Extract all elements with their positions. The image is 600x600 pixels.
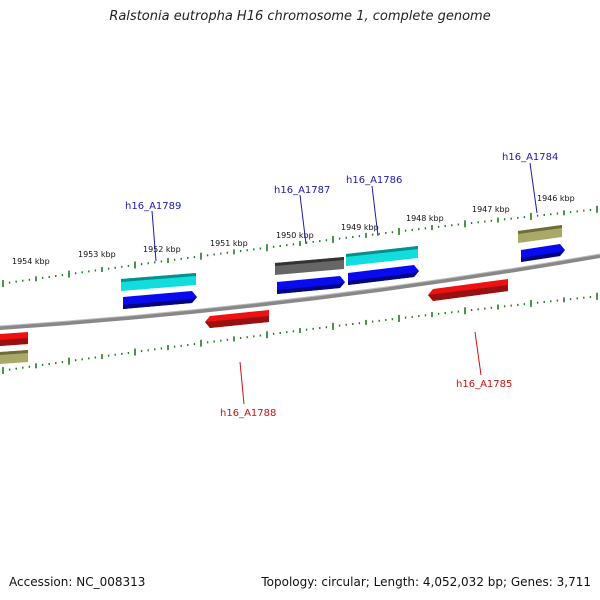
gene-feature-olive-left-edge[interactable] <box>0 350 28 364</box>
kbp-label: 1952 kbp <box>143 245 181 254</box>
gene-label-h16-a1789[interactable]: h16_A1789 <box>125 201 181 212</box>
kbp-label: 1950 kbp <box>276 231 314 240</box>
callout-line <box>299 194 307 245</box>
gene-label-h16-a1787[interactable]: h16_A1787 <box>274 185 330 196</box>
gene-feature-red-a1785[interactable] <box>428 279 508 301</box>
callout-line <box>371 185 379 237</box>
callout-line <box>151 210 157 262</box>
gene-feature-blue-a1789[interactable] <box>123 291 197 309</box>
callout-line <box>239 361 245 405</box>
outer-tick-ring <box>2 205 598 288</box>
gene-feature-blue-a1787[interactable] <box>277 276 345 294</box>
kbp-label: 1954 kbp <box>12 257 50 266</box>
accession-text: Accession: NC_008313 <box>9 575 146 589</box>
kbp-label: 1951 kbp <box>210 239 248 248</box>
inner-tick-ring <box>2 292 598 375</box>
chromosome-backbone <box>0 254 600 330</box>
gene-feature-blue-a1784[interactable] <box>521 244 565 262</box>
kbp-label: 1948 kbp <box>406 214 444 223</box>
gene-label-h16-a1785[interactable]: h16_A1785 <box>456 379 512 390</box>
gene-feature-olive-a1784[interactable] <box>518 225 562 243</box>
kbp-label: 1949 kbp <box>341 223 379 232</box>
kbp-label: 1946 kbp <box>537 194 575 203</box>
gene-label-h16-a1786[interactable]: h16_A1786 <box>346 175 402 186</box>
gene-feature-red-a1788[interactable] <box>205 310 269 328</box>
gene-feature-blue-a1786[interactable] <box>348 265 419 285</box>
gene-feature-cyan-a1786[interactable] <box>346 246 418 266</box>
gene-label-h16-a1784[interactable]: h16_A1784 <box>502 152 558 163</box>
chromosome-backbone-highlight <box>0 253 600 327</box>
kbp-label: 1953 kbp <box>78 250 116 259</box>
gene-feature-cyan-a1789[interactable] <box>121 273 196 291</box>
gene-label-h16-a1788[interactable]: h16_A1788 <box>220 408 276 419</box>
gene-feature-red-left-edge[interactable] <box>0 332 28 346</box>
kbp-label: 1947 kbp <box>472 205 510 214</box>
callout-line <box>529 162 538 214</box>
genome-stats-text: Topology: circular; Length: 4,052,032 bp… <box>261 575 591 589</box>
map-title: Ralstonia eutropha H16 chromosome 1, com… <box>109 9 491 24</box>
callout-line <box>474 331 482 376</box>
gene-feature-gray-a1787[interactable] <box>275 257 344 275</box>
